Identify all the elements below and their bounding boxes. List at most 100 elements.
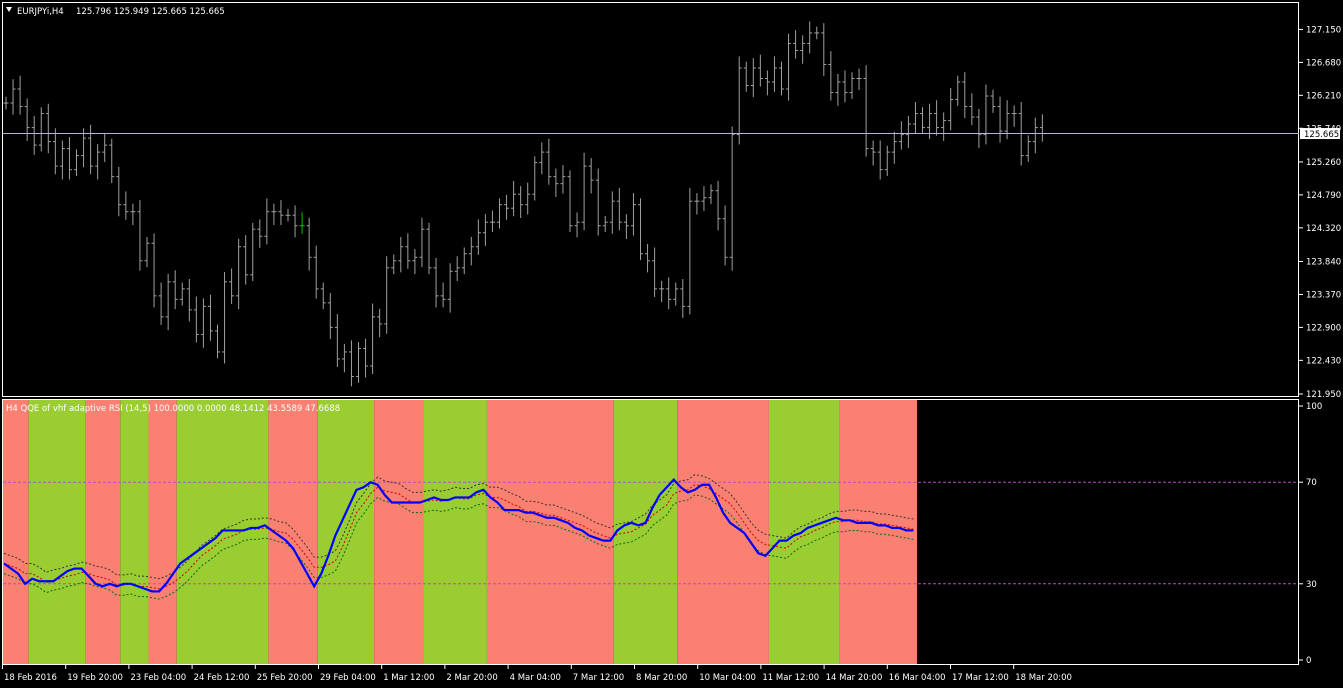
price-bar <box>912 101 918 134</box>
price-bar <box>363 338 369 378</box>
price-bar <box>88 124 94 175</box>
indicator-tick-label: 30 <box>1306 580 1317 590</box>
price-bar <box>144 236 150 268</box>
price-bar <box>955 75 961 106</box>
price-bar <box>715 180 721 231</box>
price-bar <box>193 296 199 343</box>
price-bar <box>102 133 108 162</box>
time-axis: 18 Feb 2016 19 Feb 20:00 23 Feb 04:00 24 Fe… <box>2 665 1072 683</box>
time-label: 2 Mar 20:00 <box>446 673 497 683</box>
price-bar <box>638 198 643 261</box>
price-bar <box>243 235 249 285</box>
price-bar <box>327 293 333 339</box>
price-bar <box>997 96 1003 143</box>
price-bar <box>489 210 495 233</box>
time-label: 29 Feb 04:00 <box>320 673 376 683</box>
price-tick-label: 123.370 <box>1306 290 1341 300</box>
down-trend-zone <box>374 400 424 664</box>
price-bar <box>962 72 968 119</box>
time-label: 1 Mar 12:00 <box>383 673 434 683</box>
price-bar <box>426 222 432 275</box>
indicator-tick-label: 70 <box>1306 478 1317 488</box>
price-bar <box>729 126 735 271</box>
price-bar <box>497 198 502 229</box>
price-bar <box>116 166 122 217</box>
trail-line <box>3 484 914 590</box>
price-bar <box>750 58 756 98</box>
qqe-lines <box>3 474 914 600</box>
price-bar <box>299 212 305 234</box>
price-bar <box>320 282 326 310</box>
price-bar <box>588 158 594 194</box>
indicator-panel[interactable]: H4 QQE of vhf adaptive RSI (14,5) 100.00… <box>2 399 1323 667</box>
time-label: 18 Mar 20:00 <box>1015 673 1072 683</box>
price-bar <box>757 54 763 87</box>
price-bar <box>461 247 467 275</box>
down-trend-zone <box>85 400 121 664</box>
indicator-axis: 100 70 30 0 <box>1299 402 1322 666</box>
up-trend-zone <box>317 400 375 664</box>
price-bar <box>863 65 869 157</box>
symbol-dropdown-icon[interactable] <box>6 7 12 12</box>
indicator-tick-label: 100 <box>1306 402 1322 412</box>
price-bar <box>236 238 242 310</box>
price-tick-label: 124.790 <box>1306 191 1341 201</box>
price-bar <box>38 107 44 152</box>
last-price-tag: 125.665 <box>1300 128 1340 140</box>
ohlc-header: 125.796 125.949 125.665 125.665 <box>76 7 225 17</box>
upper-trail-line <box>3 474 914 580</box>
price-bar <box>680 279 686 318</box>
price-bar <box>694 193 700 215</box>
price-bar <box>482 214 488 247</box>
price-bar <box>708 184 714 204</box>
price-bar <box>764 70 770 96</box>
price-bar <box>348 340 354 387</box>
price-bar <box>95 144 101 180</box>
indicator-header: H4 QQE of vhf adaptive RSI (14,5) 100.00… <box>6 404 340 414</box>
price-bar <box>941 112 947 141</box>
price-bar <box>786 33 792 101</box>
price-bar <box>842 70 848 103</box>
down-trend-zone <box>677 400 769 664</box>
time-label: 10 Mar 04:00 <box>699 673 756 683</box>
price-bar <box>250 222 256 282</box>
price-bar <box>433 257 439 308</box>
price-bar <box>511 180 517 217</box>
indicator-tick-label: 0 <box>1306 656 1311 666</box>
lower-trail-line <box>3 494 914 600</box>
time-label: 7 Mar 12:00 <box>573 673 624 683</box>
price-bar <box>849 72 855 99</box>
price-bar <box>222 272 228 364</box>
price-bar <box>891 131 897 164</box>
trend-zones <box>3 400 917 664</box>
price-bar <box>151 233 157 308</box>
price-bar <box>990 89 996 113</box>
price-panel[interactable]: EURJPYi,H4 125.796 125.949 125.665 125.6… <box>2 2 1342 401</box>
price-bar <box>722 205 728 266</box>
price-bar <box>454 256 460 282</box>
time-label: 19 Feb 20:00 <box>67 673 123 683</box>
price-bar <box>165 273 171 331</box>
price-bar <box>405 233 411 269</box>
price-panel-frame <box>2 2 1299 397</box>
price-bar <box>200 298 206 348</box>
price-bar <box>546 138 552 185</box>
time-label: 23 Feb 04:00 <box>130 673 186 683</box>
price-bar <box>419 217 425 268</box>
price-bar <box>123 191 129 220</box>
price-bar <box>771 56 777 92</box>
price-bar <box>264 198 270 245</box>
price-bar <box>158 282 164 325</box>
price-tick-label: 126.680 <box>1306 58 1341 68</box>
symbol-header: EURJPYi,H4 <box>17 7 64 17</box>
price-bar <box>609 191 615 234</box>
price-bar <box>130 203 136 226</box>
price-bar <box>525 182 531 215</box>
price-bar <box>278 200 284 226</box>
time-label: 25 Feb 20:00 <box>257 673 313 683</box>
up-trend-zone <box>768 400 840 664</box>
price-bar <box>440 282 446 308</box>
time-label: 11 Mar 12:00 <box>762 673 819 683</box>
price-bar <box>398 236 404 273</box>
